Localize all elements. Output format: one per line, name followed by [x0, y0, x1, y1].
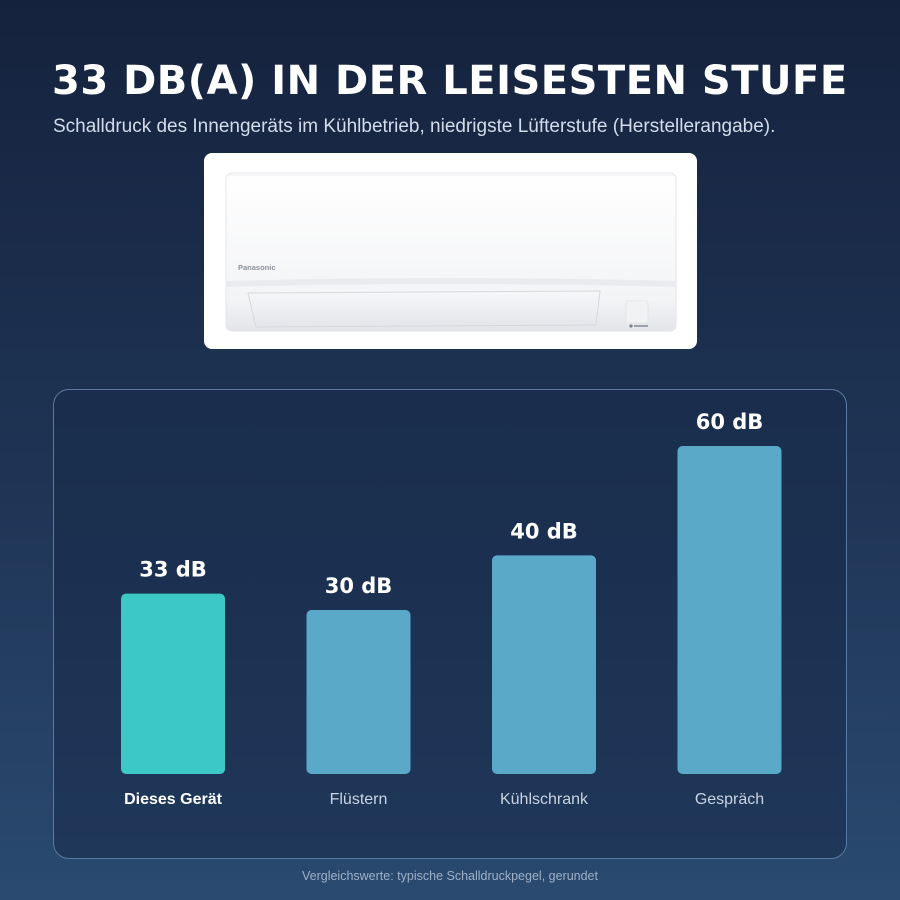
bar-1 [121, 593, 225, 774]
product-image-card: Panasonic [204, 153, 697, 349]
category-label-4: Gespräch [695, 791, 764, 808]
page-title: 33 DB(A) IN DER LEISESTEN STUFE [52, 58, 848, 104]
page-subtitle: Schalldruck des Innengeräts im Kühlbetri… [53, 116, 776, 137]
chart-footnote: Vergleichswerte: typische Schalldruckpeg… [301, 869, 598, 883]
brand-logo: Panasonic [238, 263, 276, 272]
category-label-1: Dieses Gerät [124, 791, 223, 808]
bar-3 [492, 555, 596, 774]
air-conditioner-illustration: Panasonic [225, 172, 677, 332]
sound-level-bar-chart: 33 dB Dieses Gerät 30 dB Flüstern 40 dB Kühls… [121, 410, 782, 808]
category-label-3: Kühlschrank [500, 791, 589, 808]
value-label-4: 60 dB [696, 410, 764, 434]
comparison-chart-panel: 33 dB Dieses Gerät 30 dB Flüstern 40 dB Kühls… [53, 389, 847, 859]
value-label-3: 40 dB [510, 519, 578, 543]
value-label-2: 30 dB [325, 574, 393, 598]
bar-2 [306, 610, 411, 774]
category-label-2: Flüstern [330, 791, 388, 808]
bar-4 [677, 446, 782, 774]
value-label-1: 33 dB [139, 558, 207, 582]
